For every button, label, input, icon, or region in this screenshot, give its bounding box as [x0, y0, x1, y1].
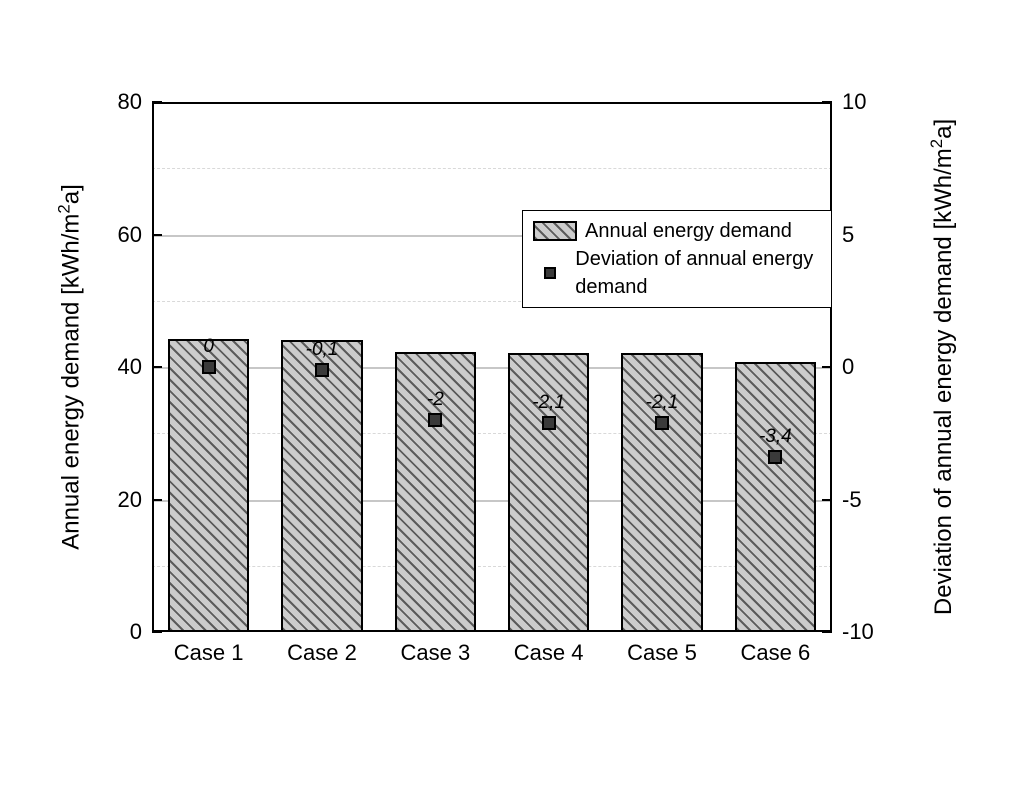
x-tick-label: Case 6: [740, 632, 810, 666]
y-left-tick: [152, 631, 162, 633]
y-left-tick: [152, 101, 162, 103]
x-tick-label: Case 2: [287, 632, 357, 666]
deviation-marker-label: -3,4: [759, 426, 792, 448]
deviation-marker-label: -2,1: [532, 392, 565, 414]
y-left-tick-label: 0: [130, 619, 152, 645]
y-right-tick-label: -10: [832, 619, 874, 645]
y-left-tick-label: 80: [118, 89, 152, 115]
y-right-tick-label: 5: [832, 222, 854, 248]
y-right-tick: [822, 499, 832, 501]
deviation-marker: [768, 450, 782, 464]
plot-area: 020406080-10-50510Case 1Case 2Case 3Case…: [152, 102, 832, 632]
deviation-marker-label: -2: [427, 389, 444, 411]
y-right-tick: [822, 101, 832, 103]
legend-label: Annual energy demand: [585, 217, 792, 245]
legend-swatch-bar: [533, 221, 577, 241]
x-tick-label: Case 1: [174, 632, 244, 666]
deviation-marker: [655, 416, 669, 430]
y-left-tick: [152, 366, 162, 368]
legend-row: Annual energy demand: [533, 217, 821, 245]
y-right-tick-label: -5: [832, 487, 862, 513]
y-right-tick-label: 0: [832, 354, 854, 380]
deviation-marker: [428, 413, 442, 427]
y-left-tick-label: 40: [118, 354, 152, 380]
x-tick-label: Case 5: [627, 632, 697, 666]
legend-label: Deviation of annual energy demand: [575, 245, 821, 301]
y-left-tick-label: 60: [118, 222, 152, 248]
deviation-marker-label: 0: [203, 336, 214, 358]
x-tick-label: Case 3: [400, 632, 470, 666]
legend: Annual energy demandDeviation of annual …: [522, 210, 832, 308]
y-left-axis-title: Annual energy demand [kWh/m2a]: [55, 184, 86, 550]
deviation-marker: [202, 360, 216, 374]
y-left-tick-label: 20: [118, 487, 152, 513]
deviation-marker-label: -2,1: [646, 392, 679, 414]
y-right-tick-label: 10: [832, 89, 866, 115]
deviation-marker-label: -0,1: [306, 339, 339, 361]
x-tick-label: Case 4: [514, 632, 584, 666]
legend-row: Deviation of annual energy demand: [533, 245, 821, 301]
y-right-axis-title: Deviation of annual energy demand [kWh/m…: [927, 119, 958, 615]
legend-swatch-marker: [533, 263, 567, 283]
y-left-tick: [152, 499, 162, 501]
plot-border: [152, 102, 832, 632]
deviation-marker: [315, 363, 329, 377]
y-left-tick: [152, 234, 162, 236]
legend-marker-icon: [544, 267, 556, 279]
deviation-marker: [542, 416, 556, 430]
y-right-tick: [822, 366, 832, 368]
y-right-tick: [822, 631, 832, 633]
